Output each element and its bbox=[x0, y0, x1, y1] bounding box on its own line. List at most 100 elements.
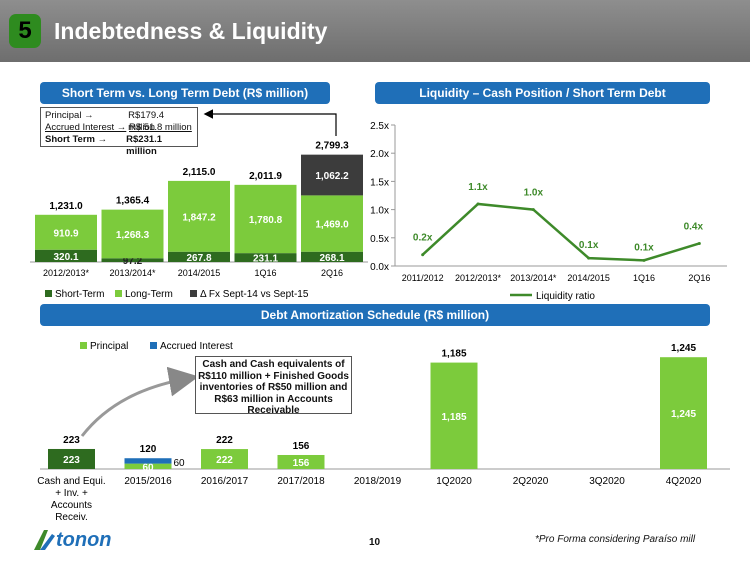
point-label: 0.1x bbox=[579, 240, 599, 251]
point-label: 1.1x bbox=[468, 182, 488, 193]
breakdown-arrow bbox=[203, 109, 337, 136]
bar-principal bbox=[430, 362, 478, 469]
data-point bbox=[587, 256, 591, 260]
pro-forma-footnote: *Pro Forma considering Paraíso mill bbox=[535, 534, 696, 545]
bar-value-label: 320.1 bbox=[53, 252, 78, 263]
legend-label: Short-Term bbox=[55, 289, 104, 300]
page-number: 10 bbox=[369, 537, 381, 548]
x-tick-label: 2Q16 bbox=[321, 268, 343, 278]
legend-label: Δ Fx Sept-14 vs Sept-15 bbox=[200, 289, 309, 300]
point-label: 0.2x bbox=[413, 233, 433, 244]
short-term-breakdown-box: Principal → R$179.4 million Accrued Inter… bbox=[40, 107, 198, 157]
y-tick-label: 2.5x bbox=[370, 121, 389, 132]
bar-value-label: 268.1 bbox=[319, 253, 344, 264]
short-term-value: R$231.1 million bbox=[126, 134, 163, 157]
bar-long-term bbox=[35, 214, 97, 250]
bar-value-label: 156 bbox=[293, 458, 310, 469]
left-chart-title: Short Term vs. Long Term Debt (R$ millio… bbox=[40, 82, 330, 104]
bar-short-term bbox=[168, 251, 230, 262]
x-tick-label: 2012/2013* bbox=[455, 273, 502, 283]
principal-label: Principal → bbox=[45, 110, 94, 121]
x-tick-label: 2016/2017 bbox=[201, 476, 249, 487]
accrued-interest-label: Accrued Interest → bbox=[45, 122, 127, 133]
bar-value-label: 1,185 bbox=[441, 412, 466, 423]
section-number-badge: 5 bbox=[9, 14, 41, 48]
bar-value-label: 1,268.3 bbox=[116, 230, 150, 241]
bar-value-label: 1,245 bbox=[671, 409, 696, 420]
x-tick-label: 3Q2020 bbox=[589, 476, 625, 487]
bar-value-label: 267.8 bbox=[186, 253, 211, 264]
legend-swatch bbox=[45, 290, 52, 297]
legend-swatch bbox=[150, 342, 157, 349]
bar-value-label: 223 bbox=[63, 455, 80, 466]
bar-principal bbox=[124, 463, 172, 469]
x-tick-label: 4Q2020 bbox=[666, 476, 702, 487]
bar-total-label: 2,011.9 bbox=[249, 171, 282, 182]
y-tick-label: 2.0x bbox=[370, 149, 389, 160]
data-point bbox=[476, 202, 480, 206]
cash-position-callout: Cash and Cash equivalents of R$110 milli… bbox=[195, 356, 352, 416]
bar-long-term bbox=[101, 209, 164, 259]
legend-label: Liquidity ratio bbox=[536, 291, 595, 302]
point-label: 0.1x bbox=[634, 242, 654, 253]
x-tick-label: 2014/2015 bbox=[567, 273, 610, 283]
liquidity-ratio-chart: 0.0x 0.5x 1.0x 1.5x 2.0x 2.5x 0.2x 2011/2012 1.1… bbox=[370, 121, 727, 302]
legend-swatch bbox=[80, 342, 87, 349]
bar-total-label: 156 bbox=[293, 441, 310, 452]
x-tick-label: 2015/2016 bbox=[124, 476, 172, 487]
bar-long-term bbox=[234, 184, 297, 254]
bar--fx-sept-14-vs-sept-15 bbox=[301, 154, 363, 196]
short-vs-long-term-debt-chart: 320.1 910.9 1,231.0 2012/2013* 97.2 1,268.3 1,… bbox=[30, 141, 368, 300]
bar-total-label: 222 bbox=[216, 435, 233, 446]
x-tick-label: 2013/2014* bbox=[109, 268, 156, 278]
bar-total-label: 2,799.3 bbox=[315, 141, 349, 152]
bottom-chart-title: Debt Amortization Schedule (R$ million) bbox=[40, 304, 710, 326]
side-value-label: 60 bbox=[174, 458, 186, 469]
legend-label: Long-Term bbox=[125, 289, 173, 300]
bar-total-label: 120 bbox=[140, 444, 157, 455]
debt-amortization-chart: Principal Accrued Interest 223 223 Cash and … bbox=[37, 341, 730, 523]
legend-swatch bbox=[190, 290, 197, 297]
x-tick-label: 2Q16 bbox=[688, 273, 710, 283]
x-tick-label: 2Q2020 bbox=[513, 476, 549, 487]
y-tick-label: 0.0x bbox=[370, 262, 389, 273]
bar-total-label: 1,245 bbox=[671, 343, 696, 354]
bar-value-label: 1,780.8 bbox=[249, 215, 283, 226]
point-label: 0.4x bbox=[684, 221, 704, 232]
bar-value-label: 222 bbox=[216, 455, 233, 466]
bar-long-term bbox=[301, 195, 363, 252]
bar-value-label: 231.1 bbox=[253, 254, 278, 265]
legend-label: Principal bbox=[90, 341, 128, 352]
bar-accrued-interest bbox=[124, 458, 172, 464]
point-label: 1.0x bbox=[524, 188, 544, 199]
bar-value-label: 97.2 bbox=[123, 256, 143, 267]
bar-short-term bbox=[35, 249, 97, 262]
bar-total-label: 1,185 bbox=[441, 349, 466, 360]
bar-value-label: 1,469.0 bbox=[315, 220, 349, 231]
accrued-interest-value: R$ 51.8 million bbox=[129, 122, 192, 133]
x-tick-label: 2011/2012 bbox=[402, 273, 444, 283]
x-tick-label: Accounts bbox=[51, 500, 92, 511]
liquidity-ratio-line bbox=[421, 202, 700, 262]
bar-short-term bbox=[234, 253, 297, 262]
callout-arrow bbox=[80, 366, 199, 437]
x-tick-label: Receiv. bbox=[55, 512, 88, 523]
bar-value-label: 1,847.2 bbox=[182, 212, 216, 223]
bar-total-label: 2,115.0 bbox=[183, 167, 216, 178]
y-tick-label: 1.0x bbox=[370, 206, 389, 217]
bar-principal bbox=[277, 454, 325, 469]
short-term-label: Short Term → bbox=[45, 134, 108, 145]
bar-total-label: 1,365.4 bbox=[116, 196, 150, 207]
bar-value-label: 1,062.2 bbox=[315, 171, 349, 182]
x-tick-label: 2013/2014* bbox=[510, 273, 557, 283]
data-point bbox=[421, 253, 425, 257]
bar-value-label: 60 bbox=[142, 462, 154, 473]
y-tick-label: 1.5x bbox=[370, 177, 389, 188]
page-title: Indebtedness & Liquidity bbox=[54, 18, 328, 44]
bar-principal bbox=[48, 448, 95, 469]
bar-total-label: 1,231.0 bbox=[49, 201, 83, 212]
header-bar: 5 Indebtedness & Liquidity bbox=[0, 0, 750, 62]
data-point bbox=[531, 208, 535, 212]
bar-principal bbox=[660, 357, 707, 469]
